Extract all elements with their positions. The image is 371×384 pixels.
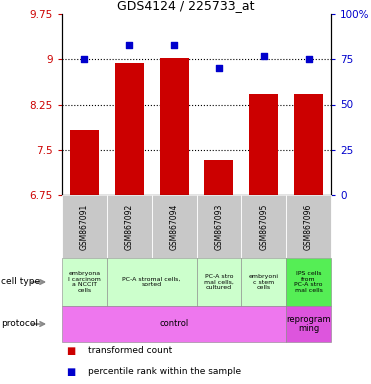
Bar xyxy=(204,160,233,195)
Text: GSM867091: GSM867091 xyxy=(80,204,89,250)
Bar xyxy=(70,131,99,195)
Text: GSM867093: GSM867093 xyxy=(214,203,223,250)
Text: cell type: cell type xyxy=(1,278,40,286)
Bar xyxy=(160,58,189,195)
Text: reprogram
ming: reprogram ming xyxy=(286,314,331,333)
Bar xyxy=(249,94,278,195)
Point xyxy=(306,56,312,62)
Point xyxy=(171,42,177,48)
Text: ■: ■ xyxy=(66,346,75,356)
Text: embryoni
c stem
cells: embryoni c stem cells xyxy=(249,274,279,290)
Text: GSM867094: GSM867094 xyxy=(170,203,178,250)
Point xyxy=(126,42,132,48)
Text: GSM867092: GSM867092 xyxy=(125,204,134,250)
Point xyxy=(261,53,267,59)
Text: ■: ■ xyxy=(66,367,75,377)
Bar xyxy=(294,94,323,195)
Text: embryona
l carcinom
a NCCIT
cells: embryona l carcinom a NCCIT cells xyxy=(68,271,101,293)
Text: PC-A stromal cells,
sorted: PC-A stromal cells, sorted xyxy=(122,277,181,287)
Text: IPS cells
from
PC-A stro
mal cells: IPS cells from PC-A stro mal cells xyxy=(294,271,323,293)
Text: GSM867096: GSM867096 xyxy=(304,203,313,250)
Point xyxy=(216,65,222,71)
Text: percentile rank within the sample: percentile rank within the sample xyxy=(88,367,241,376)
Text: PC-A stro
mal cells,
cultured: PC-A stro mal cells, cultured xyxy=(204,274,234,290)
Text: protocol: protocol xyxy=(1,319,38,328)
Point xyxy=(82,56,88,62)
Text: GSM867095: GSM867095 xyxy=(259,203,268,250)
Text: control: control xyxy=(160,319,189,328)
Text: transformed count: transformed count xyxy=(88,346,172,355)
Bar xyxy=(115,63,144,195)
Text: GDS4124 / 225733_at: GDS4124 / 225733_at xyxy=(117,0,254,12)
